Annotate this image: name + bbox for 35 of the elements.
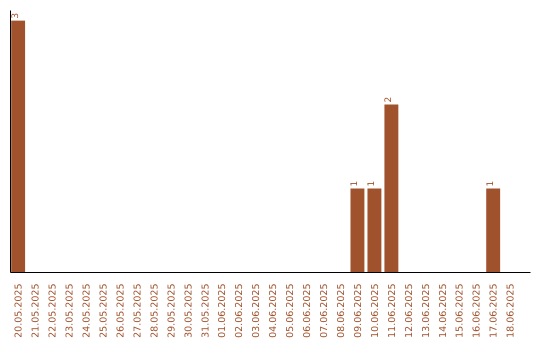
x-tick-label: 25.05.2025 (98, 283, 110, 338)
x-tick-label: 09.06.2025 (352, 283, 364, 338)
x-tick-label: 22.05.2025 (48, 283, 59, 338)
x-tick-label: 17.06.2025 (488, 283, 500, 338)
x-tick-label: 21.05.2025 (30, 283, 42, 338)
x-tick-label: 02.06.2025 (234, 283, 246, 338)
data-label: 1 (367, 180, 378, 187)
x-tick-label: 12.06.2025 (404, 283, 415, 338)
x-tick-label: 11.06.2025 (386, 283, 398, 338)
data-label: 1 (486, 180, 496, 187)
x-tick-label: 31.05.2025 (200, 283, 212, 338)
x-tick-label: 14.06.2025 (438, 283, 449, 338)
x-tick-label: 18.06.2025 (506, 283, 517, 338)
x-tick-label: 10.06.2025 (370, 283, 381, 338)
x-tick-label: 24.05.2025 (82, 283, 92, 338)
x-tick-label: 30.05.2025 (183, 283, 194, 338)
x-tick-label: 26.05.2025 (115, 283, 126, 338)
data-label: 1 (350, 180, 360, 187)
x-tick-label: 03.06.2025 (251, 283, 262, 338)
x-tick-label: 07.06.2025 (319, 283, 330, 338)
x-tick-label: 27.05.2025 (132, 283, 144, 338)
x-tick-label: 08.06.2025 (336, 283, 347, 338)
x-tick-label: 29.05.2025 (166, 283, 178, 338)
x-tick-label: 13.06.2025 (420, 283, 432, 338)
x-tick-label: 16.06.2025 (472, 283, 483, 338)
x-tick-label: 15.06.2025 (454, 283, 466, 338)
x-tick-label: 04.06.2025 (268, 283, 280, 338)
data-label: 2 (384, 96, 394, 103)
x-tick-label: 20.05.2025 (14, 283, 25, 338)
data-label: 3 (10, 12, 21, 19)
x-tick-label: 06.06.2025 (302, 283, 314, 338)
x-tick-label: 23.05.2025 (64, 283, 76, 338)
x-tick-label: 05.06.2025 (285, 283, 296, 338)
x-tick-label: 01.06.2025 (217, 283, 228, 338)
x-tick-label: 28.05.2025 (149, 283, 160, 338)
